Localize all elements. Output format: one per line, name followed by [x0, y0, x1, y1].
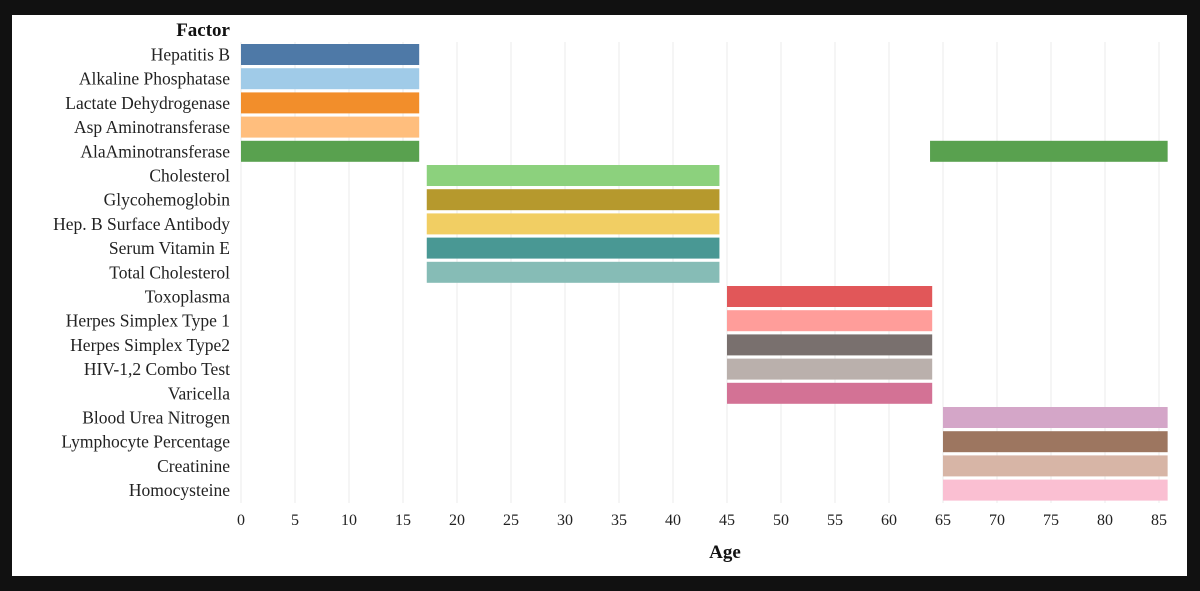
factor-labels: Hepatitis B Alkaline Phosphatase Lactate D… [53, 45, 230, 501]
factor-label: Creatinine [157, 456, 230, 476]
x-tick-label: 65 [935, 512, 951, 529]
x-tick-label: 30 [557, 512, 573, 529]
factor-label: Homocysteine [129, 480, 230, 500]
factor-label: Toxoplasma [145, 287, 231, 307]
bar-alaaminotransferase [930, 140, 1168, 162]
factor-label: Herpes Simplex Type2 [70, 335, 230, 355]
factor-label: Hepatitis B [151, 45, 230, 65]
x-tick-label: 50 [773, 512, 789, 529]
x-tick-label: 5 [291, 512, 299, 529]
x-tick-label: 0 [237, 512, 245, 529]
factor-label: Cholesterol [149, 166, 230, 186]
factor-label: Varicella [168, 383, 230, 403]
bar-blood-urea-nitrogen [943, 407, 1168, 428]
bar-asp-aminotransferase [241, 116, 420, 138]
range-bar-chart: Hepatitis B Alkaline Phosphatase Lactate D… [53, 20, 1168, 563]
x-tick-label: 10 [341, 512, 357, 529]
factor-label: Herpes Simplex Type 1 [66, 311, 230, 331]
bar-alaaminotransferase [241, 140, 420, 162]
factor-label: Total Cholesterol [109, 262, 230, 282]
bar-hiv-1-2-combo-test [727, 358, 933, 380]
x-tick-label: 60 [881, 512, 897, 529]
factor-label: Alkaline Phosphatase [79, 69, 230, 89]
x-axis-title: Age [709, 542, 741, 563]
bars [241, 44, 1168, 501]
bar-lymphocyte-percentage [943, 431, 1168, 453]
x-tick-label: 55 [827, 512, 843, 529]
factor-label: Lactate Dehydrogenase [65, 93, 230, 113]
factor-label: Asp Aminotransferase [74, 117, 230, 137]
bar-varicella [727, 382, 933, 404]
factor-label: Blood Urea Nitrogen [82, 408, 230, 428]
factor-label: HIV-1,2 Combo Test [84, 359, 230, 379]
x-tick-label: 70 [989, 512, 1005, 529]
y-axis-title: Factor [176, 20, 230, 41]
x-tick-label: 75 [1043, 512, 1059, 529]
bar-cholesterol [426, 165, 720, 186]
bar-total-cholesterol [426, 261, 720, 283]
bar-herpes-simplex-type2 [727, 334, 933, 356]
x-tick-label: 80 [1097, 512, 1113, 529]
factor-label: AlaAminotransferase [80, 141, 230, 161]
factor-label: Glycohemoglobin [104, 190, 231, 210]
bar-lactate-dehydrogenase [241, 92, 420, 114]
x-tick-labels: 0 5 10 15 20 25 30 35 40 45 50 55 60 65 70 75 80 85 [237, 512, 1167, 529]
bar-hep-b-surface-antibody [426, 213, 720, 235]
bar-alkaline-phosphatase [241, 68, 420, 90]
bar-homocysteine [943, 479, 1168, 501]
factor-label: Serum Vitamin E [109, 238, 230, 258]
bar-creatinine [943, 455, 1168, 477]
x-tick-label: 40 [665, 512, 681, 529]
x-tick-label: 20 [449, 512, 465, 529]
bar-glycohemoglobin [426, 189, 720, 211]
x-tick-label: 15 [395, 512, 411, 529]
bar-serum-vitamin-e [426, 237, 720, 259]
bar-hepatitis-b [241, 44, 420, 65]
x-tick-label: 85 [1151, 512, 1167, 529]
bar-herpes-simplex-type-1 [727, 310, 933, 332]
bar-toxoplasma [727, 286, 933, 307]
factor-label: Lymphocyte Percentage [61, 432, 230, 452]
factor-label: Hep. B Surface Antibody [53, 214, 230, 234]
x-tick-label: 45 [719, 512, 735, 529]
chart-panel: Hepatitis B Alkaline Phosphatase Lactate D… [12, 15, 1187, 576]
x-tick-label: 25 [503, 512, 519, 529]
x-tick-label: 35 [611, 512, 627, 529]
